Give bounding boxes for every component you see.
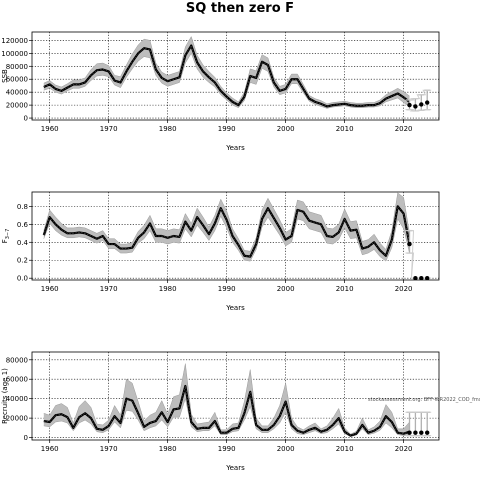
y-tick-label: 80000	[6, 63, 28, 71]
confidence-band	[43, 363, 410, 437]
axes-frame	[31, 351, 440, 441]
y-tick-label: 20000	[6, 102, 28, 110]
x-tick-label: 1980	[159, 125, 177, 133]
chart-panel-2: 1960 1970 1980 1990 2000 2010 2020 0.0 0.2 0.4 0.6…	[1, 191, 440, 312]
y-tick-label: 0.8	[17, 203, 28, 211]
x-tick-label: 2000	[277, 125, 295, 133]
x-tick-label: 1960	[41, 445, 59, 453]
axes-frame	[31, 191, 440, 281]
band-lower-line	[43, 52, 410, 109]
x-tick-label: 2020	[395, 445, 413, 453]
projection-point	[425, 100, 430, 105]
y-tick-label: 60000	[6, 376, 28, 384]
x-tick-label: 1990	[218, 125, 236, 133]
y-tick-label: 60000	[6, 76, 28, 84]
y-tick-label: 0.0	[17, 275, 28, 283]
projection-point	[413, 104, 418, 109]
y-axis-label: Recruits (age 1)	[1, 368, 9, 424]
projection-point	[413, 430, 418, 435]
y-tick-label: 100000	[1, 50, 28, 58]
x-tick-label: 2010	[336, 125, 354, 133]
x-axis-label: Years	[225, 144, 245, 152]
projection-point	[425, 276, 430, 280]
projection-point	[407, 241, 412, 247]
y-tick-label: 40000	[6, 89, 28, 97]
x-tick-label: 2010	[336, 445, 354, 453]
y-tick-label: 0	[24, 434, 28, 442]
x-tick-label: 1970	[100, 125, 118, 133]
band-lower-line	[43, 215, 410, 262]
estimate-line-dash	[43, 385, 410, 436]
x-tick-label: 1990	[218, 445, 236, 453]
x-tick-label: 1970	[100, 445, 118, 453]
projection-point	[419, 102, 424, 107]
x-tick-label: 2020	[395, 285, 413, 293]
x-tick-label: 1970	[100, 285, 118, 293]
x-tick-label: 2010	[336, 285, 354, 293]
band-upper-line	[43, 192, 410, 252]
projection-point	[413, 276, 418, 280]
x-tick-label: 1960	[41, 285, 59, 293]
projection-point	[407, 102, 412, 108]
x-tick-label: 2000	[277, 285, 295, 293]
y-tick-label: 0.2	[17, 257, 28, 265]
plot-area	[32, 192, 439, 280]
y-axis-label: SSB	[1, 69, 9, 83]
plot-area	[32, 32, 439, 120]
chart-panel-1: 1960 1970 1980 1990 2000 2010 2020 0 20000 40000 6…	[1, 31, 440, 152]
y-tick-label: 120000	[1, 37, 28, 45]
estimate-line-dash	[43, 45, 410, 107]
chart-title: SQ then zero F	[185, 1, 295, 16]
projection-lower	[405, 252, 432, 279]
y-tick-label: 80000	[6, 356, 28, 364]
x-tick-label: 1980	[159, 445, 177, 453]
band-upper-line	[43, 363, 410, 435]
y-tick-label: 0	[24, 115, 28, 123]
projection-point	[419, 276, 424, 280]
band-upper-line	[43, 35, 410, 105]
y-axis-label: F3−7	[1, 229, 11, 244]
estimate-line-dash	[43, 205, 410, 257]
confidence-band	[43, 36, 410, 109]
x-tick-label: 2000	[277, 445, 295, 453]
projection-point	[425, 430, 430, 435]
y-tick-label: 20000	[6, 415, 28, 423]
x-tick-label: 1990	[218, 285, 236, 293]
projection-point	[419, 430, 424, 435]
y-tick-label: 0.4	[17, 239, 29, 247]
x-tick-label: 1980	[159, 285, 177, 293]
y-tick-label: 0.6	[17, 221, 29, 229]
y-tick-label: 40000	[6, 395, 28, 403]
x-tick-label: 1960	[41, 125, 59, 133]
projection-point	[407, 430, 412, 435]
plot-area	[32, 352, 439, 440]
x-tick-label: 2020	[395, 125, 413, 133]
chart-panel-3: 1960 1970 1980 1990 2000 2010 2020 0 20000 40000 6…	[1, 351, 440, 472]
axes-frame	[31, 31, 440, 121]
x-axis-label: Years	[225, 304, 245, 312]
x-axis-label: Years	[225, 464, 245, 472]
projection-upper	[405, 89, 432, 101]
watermark-text: stockassessment.org: BFF-WR2022_COD_fmsy	[368, 397, 480, 403]
projection-lower	[405, 109, 432, 112]
